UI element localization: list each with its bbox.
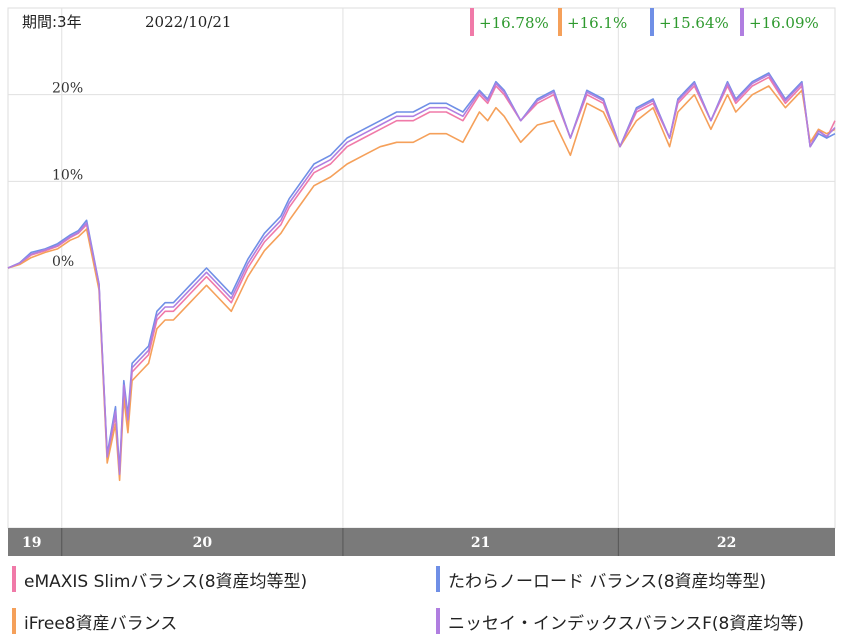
legend-color-swatch bbox=[436, 608, 440, 634]
return-color-marker bbox=[558, 8, 562, 36]
legend-item-tawara: たわらノーロード バランス(8資産均等型) bbox=[436, 564, 766, 594]
fund-performance-chart: 0%10%20% 期間:3年 2022/10/21 +16.78% +16.1% +… bbox=[7, 7, 836, 556]
period-label: 期間:3年 bbox=[22, 13, 82, 31]
y-tick-label: 20% bbox=[52, 81, 83, 97]
return-color-marker bbox=[740, 8, 744, 36]
year-segment bbox=[61, 528, 343, 556]
year-label: 22 bbox=[717, 535, 736, 551]
legend-item-emaxis: eMAXIS Slimバランス(8資産均等型) bbox=[12, 564, 307, 594]
legend-item-nissay: ニッセイ・インデックスバランスF(8資産均等) bbox=[436, 606, 804, 636]
y-tick-label: 10% bbox=[52, 167, 83, 183]
legend-label: iFree8資産バランス bbox=[24, 613, 178, 634]
year-segment bbox=[8, 528, 62, 556]
return-color-marker bbox=[650, 8, 654, 36]
x-axis-years: 19 20 21 22 bbox=[8, 528, 835, 556]
legend-label: たわらノーロード バランス(8資産均等型) bbox=[448, 571, 767, 592]
legend-color-swatch bbox=[436, 566, 440, 592]
year-segment bbox=[342, 528, 619, 556]
year-label: 19 bbox=[22, 535, 41, 551]
legend-label: ニッセイ・インデックスバランスF(8資産均等) bbox=[448, 613, 805, 634]
year-label: 21 bbox=[471, 535, 490, 551]
series-line-3 bbox=[7, 73, 836, 476]
chart-header: 期間:3年 2022/10/21 bbox=[22, 13, 231, 31]
legend-item-ifree: iFree8資産バランス bbox=[12, 606, 177, 636]
grid bbox=[7, 7, 836, 529]
series-lines bbox=[7, 72, 836, 482]
legend-color-swatch bbox=[12, 566, 16, 592]
return-value: +16.09% bbox=[749, 14, 819, 32]
legend-color-swatch bbox=[12, 608, 16, 634]
return-value: +15.64% bbox=[659, 14, 729, 32]
year-segment bbox=[618, 528, 835, 556]
y-tick-label: 0% bbox=[52, 254, 74, 270]
return-value: +16.78% bbox=[479, 14, 549, 32]
return-value: +16.1% bbox=[567, 14, 627, 32]
legend: eMAXIS Slimバランス(8資産均等型) たわらノーロード バランス(8資… bbox=[0, 560, 841, 642]
legend-label: eMAXIS Slimバランス(8資産均等型) bbox=[24, 571, 308, 592]
return-color-marker bbox=[470, 8, 474, 36]
date-label: 2022/10/21 bbox=[145, 13, 231, 31]
return-badges: +16.78% +16.1% +15.64% +16.09% bbox=[470, 8, 819, 36]
year-label: 20 bbox=[193, 535, 213, 551]
y-axis-ticks: 0% 10% 20% bbox=[52, 81, 83, 270]
